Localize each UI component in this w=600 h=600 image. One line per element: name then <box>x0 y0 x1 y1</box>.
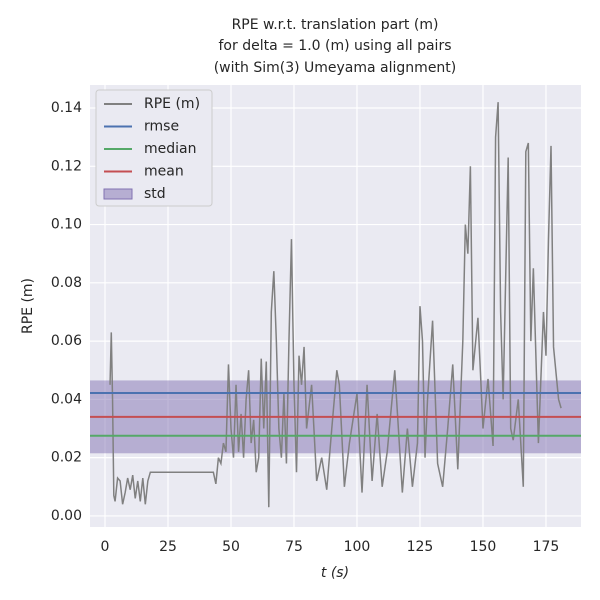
data-line <box>109 102 562 508</box>
x-tick-label: 50 <box>222 539 240 555</box>
y-axis-label: RPE (m) <box>20 278 36 334</box>
x-tick-label: 75 <box>285 539 303 555</box>
chart-title: (with Sim(3) Umeyama alignment) <box>214 60 457 76</box>
legend-swatch <box>103 188 133 200</box>
y-tick-label: 0.14 <box>51 100 82 116</box>
x-tick-label: 100 <box>344 539 371 555</box>
y-tick-label: 0.02 <box>51 450 82 466</box>
legend: RPE (m) rmse median mean std <box>95 89 213 207</box>
y-tick-label: 0.00 <box>51 508 82 524</box>
chart-title: for delta = 1.0 (m) using all pairs <box>219 38 452 54</box>
y-tick-label: 0.08 <box>51 275 82 291</box>
x-tick-label: 175 <box>533 539 560 555</box>
chart-title: RPE w.r.t. translation part (m) <box>232 17 439 33</box>
y-tick-label: 0.04 <box>51 391 82 407</box>
x-axis-label: t (s) <box>321 565 349 581</box>
legend-label: rmse <box>144 119 179 135</box>
x-tick-label: 0 <box>101 539 110 555</box>
legend-label: std <box>144 186 166 202</box>
x-tick-label: 25 <box>159 539 177 555</box>
x-tick-label: 150 <box>470 539 497 555</box>
y-tick-label: 0.06 <box>51 333 82 349</box>
legend-label: mean <box>144 164 184 180</box>
x-tick-label: 125 <box>407 539 434 555</box>
legend-box <box>95 89 213 207</box>
legend-label: median <box>144 141 196 157</box>
marks <box>90 102 581 508</box>
y-tick-label: 0.10 <box>51 217 82 233</box>
y-tick-label: 0.12 <box>51 158 82 174</box>
legend-label: RPE (m) <box>144 96 200 112</box>
